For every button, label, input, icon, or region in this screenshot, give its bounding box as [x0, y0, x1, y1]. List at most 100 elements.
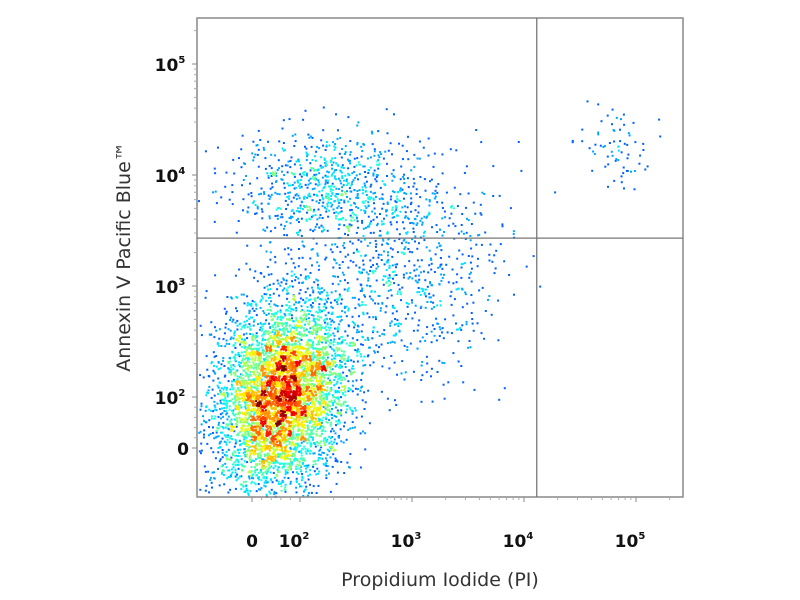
event-dot	[329, 345, 332, 348]
event-dot	[368, 196, 371, 199]
event-dot	[289, 480, 292, 483]
event-dot	[433, 192, 436, 195]
event-dot	[241, 433, 244, 436]
event-dot	[348, 229, 350, 232]
event-dot	[251, 371, 254, 373]
event-dot	[356, 143, 359, 146]
event-dot	[375, 250, 378, 252]
event-dot	[479, 203, 482, 206]
event-dot	[268, 351, 271, 354]
event-dot	[198, 450, 201, 453]
event-dot	[299, 470, 302, 473]
event-dot	[289, 482, 292, 485]
event-dot	[470, 280, 473, 283]
event-dot	[329, 423, 332, 426]
event-dot	[259, 469, 262, 472]
event-dot	[332, 266, 335, 269]
event-dot	[198, 200, 200, 203]
event-dot	[236, 375, 239, 378]
event-dot	[329, 190, 332, 193]
event-dot	[317, 315, 319, 318]
event-dot	[311, 438, 314, 441]
event-dot	[294, 424, 297, 426]
event-dot	[374, 316, 377, 318]
event-dot	[310, 359, 313, 361]
event-dot	[383, 356, 386, 359]
event-dot	[296, 458, 299, 461]
event-dot	[332, 341, 335, 344]
event-dot	[348, 369, 351, 372]
event-dot	[254, 335, 257, 338]
event-dot	[231, 412, 234, 415]
event-dot	[345, 178, 348, 181]
event-dot	[252, 460, 255, 462]
event-dot	[346, 184, 348, 187]
event-dot	[464, 262, 466, 265]
event-dot	[234, 357, 237, 360]
event-dot	[247, 193, 250, 196]
event-dot	[305, 220, 308, 222]
event-dot	[253, 319, 256, 322]
event-dot	[249, 268, 252, 271]
event-dot	[267, 364, 270, 367]
event-dot	[251, 152, 254, 155]
event-dot	[350, 208, 353, 211]
event-dot	[597, 133, 600, 136]
event-dot	[281, 337, 284, 340]
event-dot	[351, 371, 354, 374]
event-dot	[315, 370, 318, 373]
event-dot	[236, 396, 239, 399]
event-dot	[282, 277, 285, 280]
event-dot	[323, 377, 326, 379]
event-dot	[334, 327, 337, 330]
event-dot	[239, 443, 242, 446]
event-dot	[283, 328, 286, 331]
event-dot	[223, 395, 226, 397]
event-dot	[286, 272, 289, 275]
event-dot	[474, 212, 477, 215]
event-dot	[300, 325, 303, 328]
event-dot	[244, 338, 246, 341]
event-dot	[441, 172, 444, 175]
event-dot	[352, 360, 355, 363]
event-dot	[307, 464, 310, 467]
event-dot	[326, 413, 329, 416]
event-dot	[341, 340, 344, 343]
event-dot	[403, 227, 406, 230]
event-dot	[310, 167, 313, 170]
event-dot	[284, 473, 287, 476]
event-dot	[272, 363, 275, 366]
event-dot	[325, 381, 328, 384]
event-dot	[256, 474, 258, 476]
event-dot	[269, 230, 272, 233]
event-dot	[237, 398, 240, 401]
event-dot	[331, 360, 334, 362]
event-dot	[324, 325, 327, 328]
event-dot	[213, 404, 216, 407]
event-dot	[297, 460, 299, 463]
event-dot	[303, 415, 306, 418]
event-dot	[276, 321, 279, 324]
event-dot	[241, 465, 244, 468]
event-dot	[356, 278, 359, 281]
event-dot	[276, 192, 279, 195]
event-dot	[255, 384, 258, 387]
event-dot	[469, 346, 472, 349]
event-dot	[331, 182, 334, 185]
event-dot	[234, 471, 237, 474]
event-dot	[331, 306, 334, 309]
event-dot	[303, 205, 306, 208]
event-dot	[377, 159, 380, 162]
event-dot	[273, 303, 276, 306]
event-dot	[338, 348, 341, 351]
event-dot	[331, 465, 334, 468]
event-dot	[326, 403, 329, 406]
event-dot	[388, 274, 391, 277]
event-dot	[304, 430, 307, 433]
event-dot	[218, 337, 221, 340]
event-dot	[393, 113, 395, 116]
event-dot	[300, 457, 303, 460]
event-dot	[340, 396, 342, 399]
event-dot	[395, 266, 397, 269]
event-dot	[440, 273, 443, 276]
